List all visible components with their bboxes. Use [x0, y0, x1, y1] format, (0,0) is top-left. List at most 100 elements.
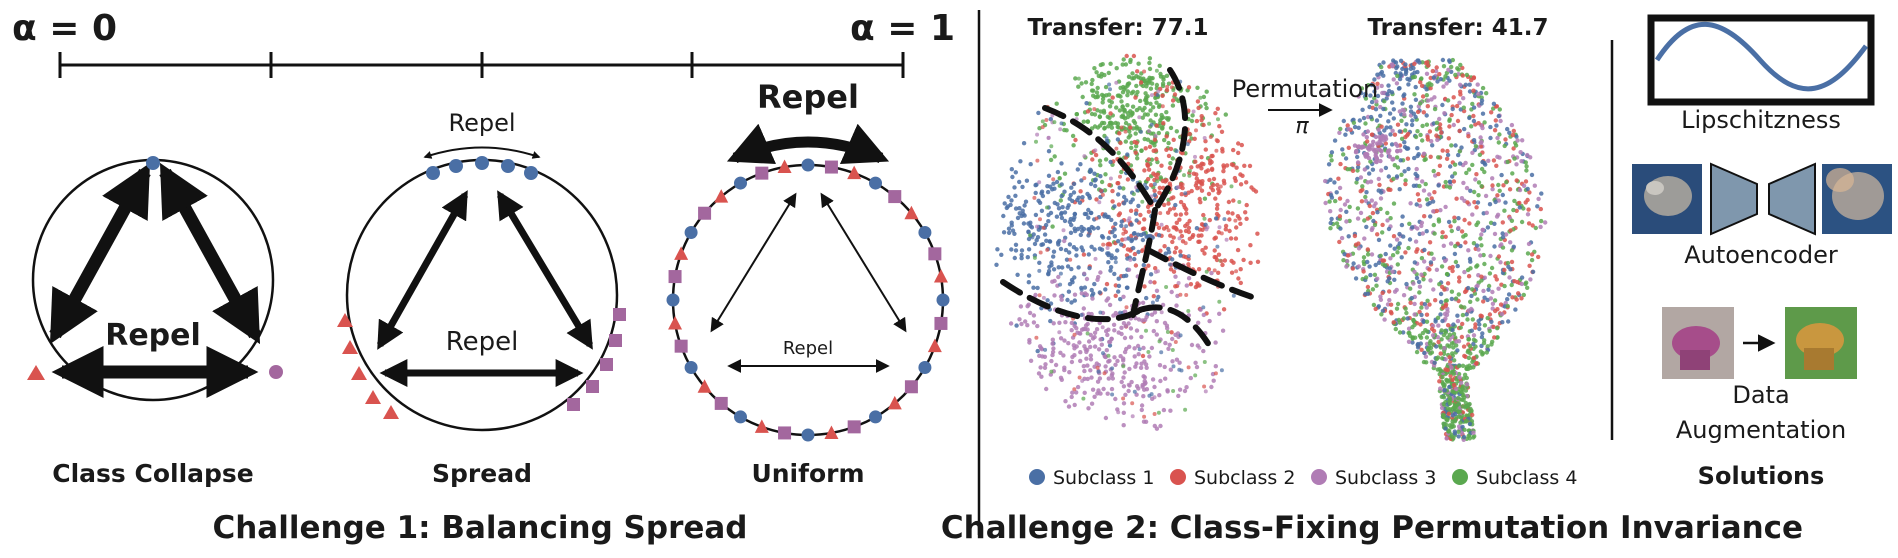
scatter-point [1022, 213, 1027, 218]
scatter-point [1028, 233, 1032, 238]
scatter-point [1089, 244, 1094, 249]
scatter-point [1406, 82, 1411, 87]
scatter-point [1136, 203, 1141, 209]
scatter-point [1148, 272, 1154, 277]
scatter-point [1403, 181, 1408, 187]
repel-arrow [710, 192, 797, 333]
scatter-point [1365, 252, 1371, 257]
scatter-point [1503, 137, 1508, 142]
scatter-point [1496, 182, 1501, 188]
scatter-point [1110, 366, 1115, 371]
red-triangle-marker [27, 365, 45, 380]
scatter-point [1355, 176, 1360, 182]
scatter-point [1405, 316, 1410, 321]
scatter-point [1143, 317, 1148, 322]
scatter-point [1126, 236, 1131, 241]
scatter-point [1131, 89, 1136, 95]
scatter-point [1462, 217, 1467, 223]
scatter-point [1216, 117, 1220, 122]
alpha-right-label: α = 1 [850, 8, 955, 49]
scatter-point [1422, 350, 1427, 356]
scatter-point [1218, 184, 1223, 189]
scatter-point [1062, 189, 1067, 194]
scatter-point [1436, 183, 1441, 188]
scatter-point [1453, 411, 1458, 417]
dashed-boundary [1152, 67, 1189, 213]
scatter-point [1040, 193, 1046, 199]
scatter-point [1177, 387, 1183, 392]
scatter-point [1131, 245, 1136, 251]
scatter-point [1361, 115, 1367, 121]
scatter-point [1460, 386, 1465, 391]
scatter-point [1041, 225, 1046, 230]
hypersphere [345, 158, 619, 432]
scatter-point [1128, 133, 1133, 138]
scatter-point [1420, 231, 1426, 236]
scatter-point [1482, 120, 1487, 125]
scatter-point [1081, 306, 1087, 311]
scatter-point [1379, 64, 1384, 70]
scatter-point [1396, 245, 1402, 251]
scatter-point [1481, 288, 1486, 294]
scatter-point [1527, 190, 1532, 195]
scatter-point [1129, 379, 1134, 385]
scatter-point [1234, 165, 1239, 170]
scatter-point [1233, 218, 1238, 223]
scatter-point [1401, 93, 1406, 99]
purple-square-marker [847, 420, 861, 434]
scatter-point [1160, 93, 1165, 99]
purple-square-marker [755, 166, 769, 180]
hypersphere [31, 158, 275, 402]
scatter-point [1087, 229, 1093, 234]
scatter-point [1146, 263, 1151, 268]
scatter-point [1207, 217, 1213, 223]
scatter-point [1023, 199, 1029, 204]
scatter-point [1065, 205, 1070, 210]
scatter-point [1161, 407, 1167, 413]
scatter-point [1458, 420, 1463, 425]
scatter-point [1062, 127, 1067, 133]
scatter-point [1072, 226, 1077, 231]
scatter-point [1145, 163, 1151, 168]
scatter-point [1373, 306, 1378, 312]
scatter-point [1327, 199, 1332, 204]
scatter-point [1051, 249, 1057, 254]
scatter-point [1143, 146, 1148, 151]
scatter-point [1375, 85, 1380, 90]
scatter-point [1447, 185, 1453, 190]
scatter-point [1369, 132, 1375, 137]
scatter-point [1118, 310, 1123, 315]
scatter-point [1196, 320, 1201, 325]
scatter-point [1458, 304, 1464, 309]
scatter-point [1247, 163, 1253, 169]
scatter-point [1492, 244, 1497, 249]
blue-circle-marker [918, 226, 932, 239]
scatter-point [1381, 73, 1386, 78]
scatter-point [1495, 335, 1500, 340]
scatter-point [1090, 77, 1095, 83]
scatter-point [1056, 274, 1061, 280]
scatter-point [1509, 122, 1515, 128]
scatter-point [1199, 188, 1205, 193]
scatter-point [1188, 375, 1194, 381]
scatter-point [1123, 392, 1128, 397]
scatter-point [1158, 378, 1163, 384]
scatter-point [1489, 319, 1494, 324]
scatter-point [1116, 150, 1121, 156]
scatter-point [1514, 208, 1519, 213]
scatter-point [1379, 312, 1384, 317]
scatter-point [1049, 358, 1054, 364]
scatter-point [1445, 98, 1451, 103]
solutions-heading: Solutions [1698, 462, 1825, 490]
red-triangle-marker [674, 246, 689, 260]
scatter-point [1059, 121, 1064, 126]
scatter-point [1086, 252, 1092, 257]
scatter-point [1483, 162, 1488, 167]
dashed-boundary [1145, 247, 1258, 301]
scatter-point [1479, 274, 1484, 279]
blue-circle-marker [734, 410, 747, 424]
scatter-point [1184, 211, 1189, 216]
scatter-point [1237, 200, 1242, 204]
scatter-point [1443, 330, 1449, 335]
scatter-point [1397, 270, 1402, 275]
